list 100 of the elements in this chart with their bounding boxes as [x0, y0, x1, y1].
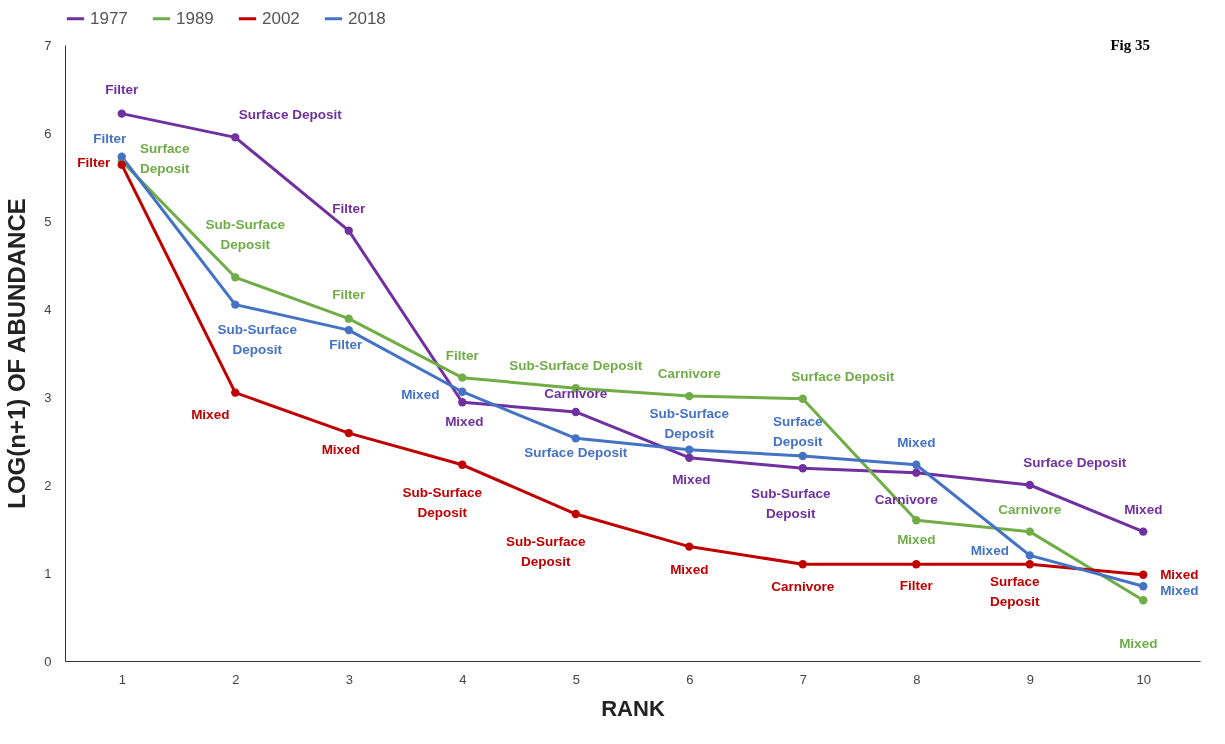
point — [1025, 551, 1034, 560]
y-tick-label: 4 — [44, 301, 52, 317]
point — [344, 428, 353, 438]
point — [1025, 560, 1034, 569]
point — [571, 434, 580, 443]
point — [1139, 596, 1148, 605]
data-label: Mixed — [401, 386, 440, 402]
legend-label: 2018 — [348, 8, 386, 28]
x-tick-label: 7 — [799, 671, 807, 687]
point — [1139, 527, 1148, 536]
x-tick-label: 2 — [232, 671, 240, 687]
point — [571, 509, 580, 519]
data-label: Mixed — [897, 434, 936, 450]
point — [231, 300, 240, 309]
y-tick-label: 2 — [44, 477, 52, 493]
data-label: Surface Deposit — [524, 445, 628, 461]
data-label: Mixed — [1119, 636, 1158, 652]
data-label: Mixed — [897, 532, 936, 548]
data-label: Carnivore — [771, 579, 835, 595]
y-tick-label: 7 — [44, 37, 52, 53]
data-label: Mixed — [670, 561, 709, 577]
data-label: Filter — [445, 347, 480, 363]
data-label: Surface Deposit — [238, 107, 343, 123]
data-label: Filter — [899, 578, 934, 594]
point — [912, 460, 921, 469]
legend-label: 2002 — [262, 8, 300, 28]
point — [1025, 527, 1034, 536]
data-label: Carnivore — [544, 385, 608, 401]
data-label: Surface Deposit — [791, 368, 895, 384]
data-label: Sub-Surface Deposit — [205, 217, 286, 253]
data-label: Mixed — [672, 471, 711, 487]
data-label: Sub-Surface Deposit — [217, 321, 298, 357]
point — [344, 314, 353, 323]
point — [458, 387, 467, 396]
y-axis-title: LOG(n+1) OF ABUNDANCE — [3, 198, 31, 509]
point — [798, 394, 807, 403]
point — [117, 109, 126, 118]
y-tick-label: 0 — [44, 653, 52, 669]
data-label: Sub-Surface Deposit — [505, 534, 586, 570]
data-label: Carnivore — [998, 501, 1062, 517]
y-tick-label: 5 — [44, 213, 52, 229]
point — [912, 468, 921, 477]
data-label: Filter — [77, 154, 111, 170]
x-tick-label: 4 — [459, 671, 467, 687]
data-label: Surface Deposit — [989, 574, 1040, 610]
x-axis-title: RANK — [601, 695, 665, 721]
point — [458, 398, 467, 407]
point — [1025, 480, 1034, 490]
point — [685, 445, 694, 454]
point — [685, 453, 694, 462]
data-label: Mixed — [1124, 501, 1163, 517]
data-label: Surface Deposit — [772, 413, 823, 449]
data-label: Surface Deposit — [1023, 455, 1127, 470]
point — [231, 133, 240, 142]
point — [571, 407, 580, 417]
data-label: Filter — [93, 130, 127, 146]
data-label: Filter — [332, 200, 366, 216]
data-label: Sub-Surface Deposit — [509, 358, 643, 374]
point — [912, 516, 921, 525]
x-tick-label: 9 — [1026, 671, 1034, 687]
y-tick-label: 3 — [44, 389, 52, 405]
annotation: Fig 35 — [1110, 37, 1150, 53]
x-tick-label: 8 — [913, 671, 921, 687]
data-label: Sub-Surface Deposit — [649, 405, 730, 441]
x-tick-label: 6 — [686, 671, 694, 687]
legend-label: 1989 — [176, 8, 214, 28]
point — [344, 325, 353, 335]
data-label: Carnivore — [657, 366, 722, 382]
point — [117, 152, 126, 161]
point — [231, 388, 240, 397]
data-label: Filter — [105, 81, 139, 97]
point — [344, 226, 353, 235]
data-label: Filter — [332, 286, 366, 302]
point — [912, 560, 921, 569]
point — [798, 464, 807, 473]
x-tick-label: 10 — [1136, 671, 1151, 687]
y-tick-label: 6 — [44, 125, 52, 141]
point — [685, 542, 694, 551]
x-tick-label: 5 — [572, 671, 580, 687]
data-label: Filter — [329, 337, 363, 353]
point — [458, 460, 467, 469]
y-tick-label: 1 — [44, 565, 52, 581]
point — [231, 273, 240, 282]
point — [1139, 570, 1148, 579]
data-label: Surface Deposit — [139, 141, 190, 177]
point — [685, 391, 694, 401]
x-tick-label: 1 — [118, 671, 126, 687]
data-label: Mixed — [191, 406, 230, 422]
point — [798, 560, 807, 569]
data-label: Mixed — [1160, 566, 1199, 582]
point — [458, 373, 467, 382]
data-label: Sub-Surface Deposit — [750, 486, 831, 522]
data-label: Mixed — [1160, 583, 1199, 599]
data-label: Mixed — [970, 543, 1009, 559]
legend-label: 1977 — [90, 8, 128, 28]
data-label: Sub-Surface Deposit — [402, 484, 483, 520]
point — [1139, 582, 1148, 591]
point — [798, 451, 807, 461]
data-label: Mixed — [321, 442, 360, 458]
x-tick-label: 3 — [345, 671, 353, 687]
